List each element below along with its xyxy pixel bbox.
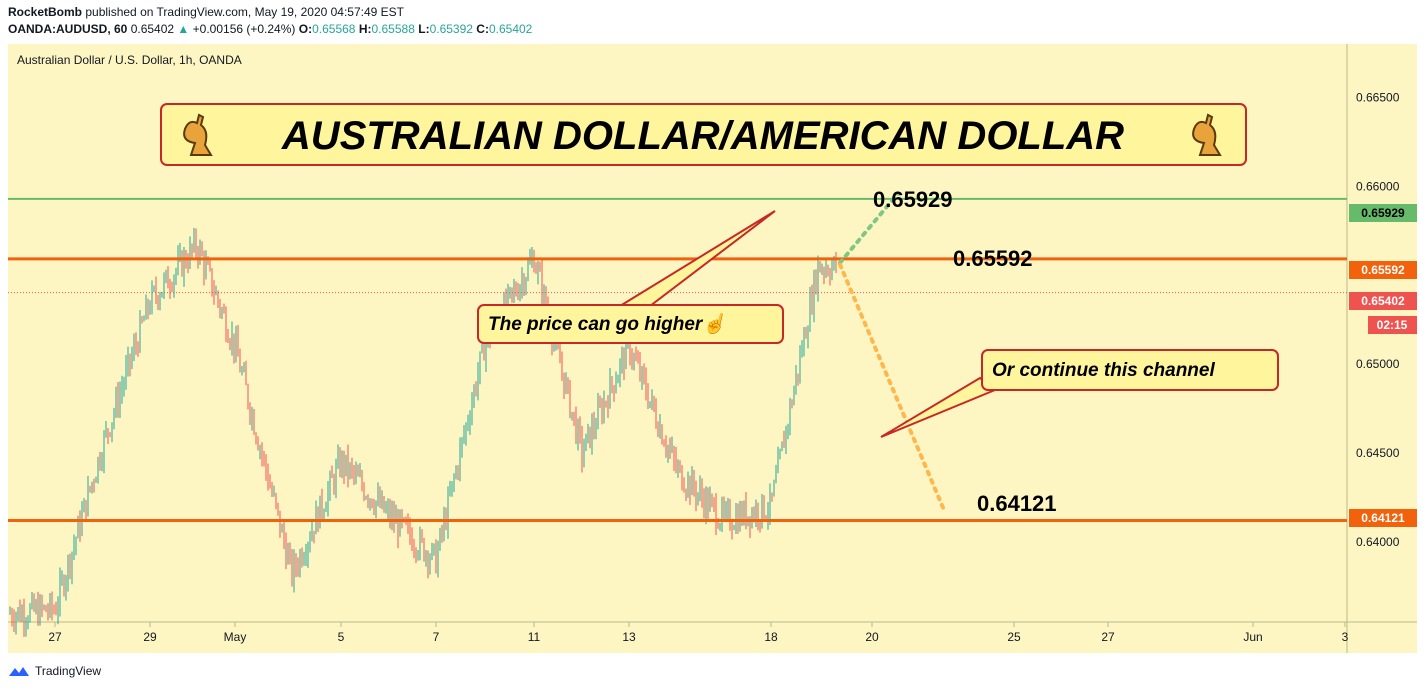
- low-label: L:: [418, 22, 430, 36]
- target-axis-badge: [1349, 204, 1417, 222]
- x-tick-label: May: [224, 630, 247, 644]
- x-tick-label: 3: [1342, 630, 1349, 644]
- x-tick-label: 18: [764, 630, 778, 644]
- chart-title: AUSTRALIAN DOLLAR/AMERICAN DOLLAR: [281, 114, 1124, 158]
- countdown-badge: [1368, 316, 1417, 334]
- x-tick-label: 29: [143, 630, 157, 644]
- callout-channel[interactable]: [981, 349, 1279, 391]
- projection-down: [838, 262, 946, 512]
- y-tick-label: 0.66500: [1356, 90, 1400, 104]
- x-tick-label: 20: [865, 630, 879, 644]
- y-tick-label: 0.65000: [1356, 357, 1400, 371]
- candles-group: [9, 227, 837, 637]
- resistance-axis-label: 0.65592: [1361, 263, 1405, 277]
- author-name[interactable]: RocketBomb: [8, 5, 83, 19]
- high-label: H:: [358, 22, 372, 36]
- open-value: 0.65568: [312, 22, 356, 36]
- levels-group: [8, 197, 1347, 522]
- support-level-label: 0.64121: [977, 491, 1057, 516]
- y-tick-label: 0.64000: [1356, 535, 1400, 549]
- time-axis[interactable]: [8, 622, 1417, 653]
- y-tick-label: 0.64500: [1356, 446, 1400, 460]
- price-change: +0.00156 (+0.24%): [192, 22, 296, 36]
- resistance-axis-badge: [1349, 261, 1417, 279]
- support-axis-badge: [1349, 509, 1417, 527]
- callout-higher[interactable]: [477, 304, 784, 344]
- close-value: 0.65402: [488, 22, 533, 36]
- kangaroo-icon: [1192, 113, 1222, 156]
- y-tick-label: 0.66000: [1356, 179, 1400, 193]
- x-tick-label: 27: [1101, 630, 1115, 644]
- support-axis-label: 0.64121: [1361, 511, 1405, 525]
- callout-channel-text: Or continue this channel: [992, 360, 1215, 381]
- projections-group: [838, 191, 946, 512]
- published-text: published on TradingView.com, May 19, 20…: [85, 5, 405, 19]
- x-tick-label: 7: [433, 630, 440, 644]
- last-price-axis-label: 0.65402: [1361, 294, 1405, 308]
- tradingview-logo-icon: [9, 667, 29, 676]
- kangaroo-icon: [183, 113, 213, 156]
- x-tick-label: 5: [338, 630, 345, 644]
- projection-up: [838, 191, 900, 265]
- callout-higher-text: The price can go higher☝: [488, 312, 726, 335]
- x-tick-label: 13: [622, 630, 636, 644]
- resistance-level-label: 0.65592: [953, 246, 1033, 271]
- last-price: 0.65402: [130, 22, 175, 36]
- title-banner: [160, 103, 1247, 166]
- symbol-quote: OANDA:AUDUSD, 60 0.65402 ▲ +0.00156 (+0.…: [8, 22, 532, 36]
- symbol-label: OANDA:AUDUSD, 60: [8, 22, 128, 36]
- x-tick-label: Jun: [1243, 630, 1262, 644]
- high-value: 0.65588: [371, 22, 415, 36]
- last-price-badge: [1349, 292, 1417, 310]
- low-value: 0.65392: [429, 22, 473, 36]
- publish-info: RocketBomb published on TradingView.com,…: [8, 5, 404, 19]
- x-tick-label: 27: [48, 630, 62, 644]
- series-legend: Australian Dollar / U.S. Dollar, 1h, OAN…: [17, 53, 242, 67]
- target-axis-label: 0.65929: [1361, 206, 1405, 220]
- up-arrow-icon: ▲: [177, 22, 190, 36]
- open-label: O:: [298, 22, 313, 36]
- target-level-label: 0.65929: [873, 187, 953, 212]
- x-tick-label: 11: [528, 630, 541, 644]
- x-tick-label: 25: [1007, 630, 1021, 644]
- tradingview-brand[interactable]: TradingView: [8, 664, 101, 678]
- x-ticks: 27 29 May 5 7 11 13 18 20 25 27 Jun 3: [48, 622, 1349, 644]
- brand-name: TradingView: [35, 664, 102, 678]
- close-label: C:: [476, 22, 489, 36]
- countdown-label: 02:15: [1377, 318, 1408, 332]
